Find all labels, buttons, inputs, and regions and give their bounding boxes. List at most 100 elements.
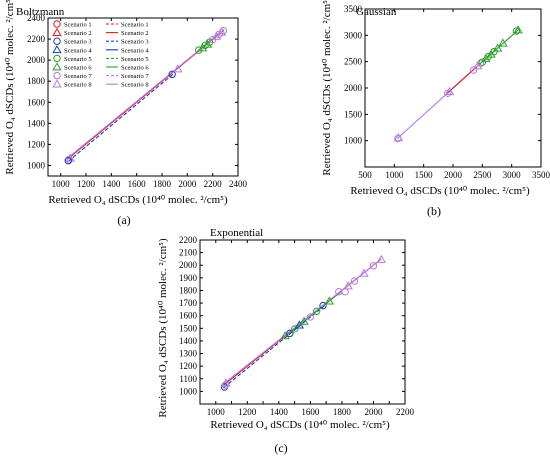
- data-point: [478, 58, 487, 66]
- legend-label: Scenario 6: [64, 65, 92, 72]
- x-tick-label: 1800: [333, 407, 352, 417]
- x-tick-label: 2000: [444, 170, 463, 180]
- legend-label: Scenario 2: [121, 30, 149, 37]
- y-tick-label: 1500: [179, 323, 198, 333]
- panel-c-title: Exponential: [210, 227, 263, 239]
- data-point: [359, 268, 369, 277]
- x-tick-label: 2400: [229, 179, 248, 189]
- data-point: [286, 329, 294, 338]
- fit-line: [67, 72, 176, 162]
- data-point: [472, 61, 483, 70]
- data-point: [376, 254, 387, 263]
- legend-label: Scenario 6: [121, 65, 149, 72]
- y-tick-label: 1100: [179, 374, 197, 384]
- x-tick-label: 2000: [364, 407, 383, 417]
- y-tick-label: 1400: [179, 336, 198, 346]
- x-tick-label: 1200: [238, 407, 257, 417]
- legend-marker: [53, 20, 61, 28]
- y-tick-label: 1000: [27, 160, 46, 170]
- y-tick-label: 3000: [344, 30, 363, 40]
- y-tick-label: 1900: [179, 273, 198, 283]
- data-point: [168, 70, 176, 79]
- data-point: [312, 307, 321, 315]
- panel-a-xlabel: Retrieved O₄ dSCDs (10⁴⁰ molec. ²/cm⁵): [48, 194, 228, 206]
- fit-line: [223, 258, 382, 385]
- y-tick-label: 3500: [344, 4, 363, 14]
- legend-label: Scenario 7: [64, 73, 92, 80]
- x-tick-label: 1800: [153, 179, 172, 189]
- panel-c-panel-label: (c): [274, 441, 287, 455]
- legend-label: Scenario 3: [121, 39, 149, 46]
- y-tick-label: 2500: [344, 57, 363, 67]
- legend-label: Scenario 5: [121, 56, 149, 63]
- panel-c-ylabel: Retrieved O₄ dSCDs (10⁴⁰ molec. ²/cm⁵): [157, 238, 169, 418]
- x-tick-label: 3000: [503, 170, 522, 180]
- data-point: [319, 301, 327, 310]
- fit-line: [67, 29, 225, 158]
- x-tick-label: 2500: [473, 170, 492, 180]
- data-point: [299, 316, 309, 325]
- legend-marker: [52, 44, 62, 54]
- data-point: [481, 53, 491, 63]
- data-point: [211, 31, 222, 40]
- panel-b-title: Gaussian: [356, 6, 397, 18]
- y-tick-label: 2200: [27, 34, 46, 44]
- panel-b: 500 1000 1500 2000 2500 3000 3500 1000 1500 2000 2…: [321, 0, 550, 218]
- panel-a-plot: 1000 1200 1400 1600 1800 2000 2200 2400 1000 1200…: [27, 13, 248, 189]
- data-point: [202, 39, 213, 48]
- x-tick-label: 1600: [128, 179, 147, 189]
- y-tick-label: 1800: [179, 285, 198, 295]
- x-tick-label: 2200: [396, 407, 415, 417]
- legend-label: Scenario 4: [64, 47, 92, 54]
- data-point: [469, 66, 478, 74]
- data-point: [290, 325, 299, 333]
- data-point: [341, 288, 349, 296]
- legend-label: Scenario 7: [121, 73, 149, 80]
- data-point: [369, 262, 378, 270]
- x-tick-label: 1600: [301, 407, 320, 417]
- data-point: [219, 26, 228, 35]
- x-tick-label: 1000: [52, 179, 71, 189]
- legend-marker: [52, 27, 62, 36]
- x-tick-label: 1500: [415, 170, 434, 180]
- data-point: [343, 281, 353, 290]
- data-point: [173, 64, 183, 73]
- x-tick-label: 2000: [178, 179, 197, 189]
- data-point: [221, 381, 229, 389]
- x-tick-label: 1400: [270, 407, 289, 417]
- plot-frame: [199, 239, 406, 405]
- data-point: [490, 47, 498, 56]
- data-point: [476, 59, 485, 67]
- panel-b-plot: 500 1000 1500 2000 2500 3000 3500 1000 1500 2000 2…: [344, 4, 550, 180]
- data-point: [492, 43, 503, 52]
- data-point: [215, 30, 223, 39]
- panel-a-ylabel: Retrieved O₄ dSCDs (10⁴⁰ molec. ²/cm⁵): [4, 0, 16, 175]
- legend-marker: [52, 79, 62, 88]
- data-point: [513, 25, 523, 34]
- legend-label: Scenario 1: [64, 22, 92, 29]
- data-point: [486, 49, 496, 58]
- legend-marker: [53, 54, 61, 63]
- y-tick-label: 2000: [344, 83, 363, 93]
- y-tick-label: 2200: [179, 235, 198, 245]
- legend-label: Scenario 8: [121, 82, 149, 89]
- y-tick-label: 1000: [344, 136, 363, 146]
- data-point: [350, 277, 359, 285]
- y-tick-label: 1000: [179, 386, 198, 396]
- y-tick-label: 2400: [27, 13, 46, 23]
- fit-line: [446, 66, 477, 94]
- panel-b-ylabel: Retrieved O₄ dSCDs (10⁴⁰ molec. ²/cm⁵): [321, 0, 333, 176]
- data-point: [512, 27, 521, 35]
- legend-marker: [53, 37, 61, 45]
- y-tick-label: 1500: [344, 109, 363, 119]
- data-point: [195, 46, 203, 54]
- y-tick-label: 2000: [179, 260, 198, 270]
- legend-label: Scenario 3: [64, 39, 92, 46]
- data-point: [64, 157, 72, 165]
- data-point: [221, 378, 231, 387]
- legend-marker: [52, 62, 62, 71]
- y-tick-label: 1200: [27, 139, 46, 149]
- legend-label: Scenario 4: [121, 47, 149, 54]
